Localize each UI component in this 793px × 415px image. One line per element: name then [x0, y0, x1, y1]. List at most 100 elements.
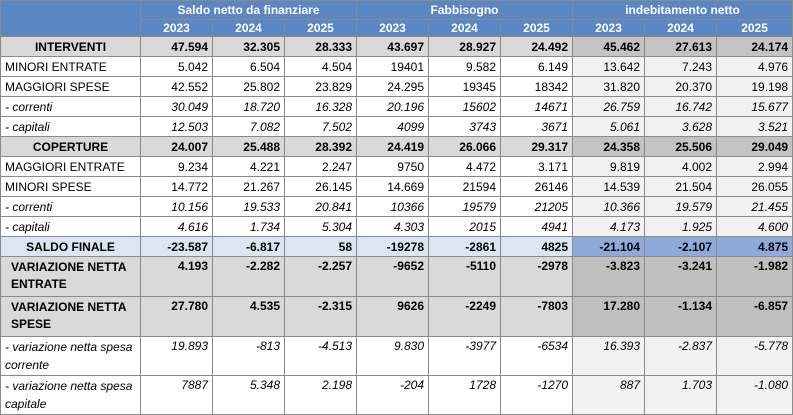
value-cell: 4941	[499, 216, 574, 237]
value-cell: 3743	[428, 116, 501, 137]
value-cell: 42.552	[140, 76, 213, 97]
value-cell: 19579	[428, 196, 501, 217]
row-label: MINORI ENTRATE	[0, 56, 141, 77]
table-row: - capitali 12.503 7.082 7.502 4099 3743 3671 5.…	[0, 116, 793, 137]
value-cell: 3.628	[644, 116, 718, 137]
table-row: MAGGIORI ENTRATE 9.234 4.221 2.247 9750 4.472…	[0, 156, 793, 177]
value-cell: 4.173	[572, 216, 646, 237]
value-cell: 16.393	[572, 336, 646, 376]
value-cell: -1270	[499, 375, 574, 415]
value-cell: 19401	[356, 56, 429, 77]
value-cell: 4.193	[140, 256, 213, 297]
value-cell: 10366	[356, 196, 429, 217]
value-cell: 4.600	[716, 216, 793, 237]
value-cell: 24.419	[356, 136, 429, 157]
value-cell: 9.582	[428, 56, 501, 77]
value-cell: 45.462	[572, 36, 646, 57]
group-header-indebitamento: indebitamento netto	[572, 0, 793, 20]
value-cell: -1.982	[716, 256, 793, 297]
table-row: - correnti 10.156 19.533 20.841 10366 19579 21…	[0, 196, 793, 217]
value-cell: -2.282	[212, 256, 285, 297]
value-cell: -2249	[428, 296, 501, 337]
table-row: COPERTURE 24.007 25.488 28.392 24.419 26.066 2…	[0, 136, 793, 157]
year-header: 2025	[499, 19, 574, 37]
value-cell: 25.802	[212, 76, 285, 97]
value-cell: -4.513	[284, 336, 357, 376]
value-cell: 9.234	[140, 156, 213, 177]
value-cell: 7.243	[644, 56, 718, 77]
value-cell: -2.315	[284, 296, 357, 337]
value-cell: 4099	[356, 116, 429, 137]
value-cell: 18.720	[212, 96, 285, 117]
row-label: COPERTURE	[0, 136, 141, 157]
value-cell: 5.304	[284, 216, 357, 237]
value-cell: 4.504	[284, 56, 357, 77]
value-cell: 20.196	[356, 96, 429, 117]
value-cell: -3977	[428, 336, 501, 376]
value-cell: 7.082	[212, 116, 285, 137]
value-cell: 9.830	[356, 336, 429, 376]
value-cell: 3.521	[716, 116, 793, 137]
table-row: - capitali 4.616 1.734 5.304 4.303 2015 4941 4.…	[0, 216, 793, 237]
table-row: MINORI ENTRATE 5.042 6.504 4.504 19401 9.582 6…	[0, 56, 793, 77]
value-cell: 24.174	[716, 36, 793, 57]
value-cell: 4.616	[140, 216, 213, 237]
value-cell: 19.893	[140, 336, 213, 376]
value-cell: -2978	[499, 256, 574, 297]
value-cell: -19278	[356, 236, 429, 257]
value-cell: 4.002	[644, 156, 718, 177]
value-cell: 2015	[428, 216, 501, 237]
value-cell: -6534	[499, 336, 574, 376]
value-cell: -2.837	[644, 336, 718, 376]
year-header-row: 2023 2024 2025 2023 2024 2025 2023 2024 …	[1, 19, 793, 37]
value-cell: 2.198	[284, 375, 357, 415]
row-label: VARIAZIONE NETTA SPESE	[0, 296, 141, 337]
value-cell: -5110	[428, 256, 501, 297]
value-cell: -5.778	[716, 336, 793, 376]
row-label: VARIAZIONE NETTA ENTRATE	[0, 256, 141, 297]
value-cell: 18342	[499, 76, 574, 97]
value-cell: 9626	[356, 296, 429, 337]
group-header-saldo-netto: Saldo netto da finanziare	[140, 0, 357, 20]
value-cell: 4.976	[716, 56, 793, 77]
table-row: - variazione netta spesa corrente 19.893 -…	[0, 336, 793, 376]
value-cell: -21.104	[572, 236, 646, 257]
value-cell: 21594	[428, 176, 501, 197]
value-cell: 1.734	[212, 216, 285, 237]
value-cell: 19.579	[644, 196, 718, 217]
value-cell: 14.772	[140, 176, 213, 197]
value-cell: 24.358	[572, 136, 646, 157]
table-row: MAGGIORI SPESE 42.552 25.802 23.829 24.295 19…	[0, 76, 793, 97]
table-row: SALDO FINALE -23.587 -6.817 58 -19278 -2861 48…	[0, 236, 793, 257]
value-cell: 19.198	[716, 76, 793, 97]
value-cell: 5.061	[572, 116, 646, 137]
value-cell: 4825	[499, 236, 574, 257]
value-cell: 20.370	[644, 76, 718, 97]
value-cell: 27.613	[644, 36, 718, 57]
year-header: 2024	[428, 19, 501, 37]
row-label: SALDO FINALE	[0, 236, 141, 257]
value-cell: 19.533	[212, 196, 285, 217]
value-cell: 24.295	[356, 76, 429, 97]
value-cell: -204	[356, 375, 429, 415]
value-cell: 13.642	[572, 56, 646, 77]
year-header: 2025	[284, 19, 357, 37]
value-cell: -3.823	[572, 256, 646, 297]
value-cell: -23.587	[140, 236, 213, 257]
value-cell: 15602	[428, 96, 501, 117]
row-label: - variazione netta spesa corrente	[0, 336, 141, 376]
row-label: MINORI SPESE	[0, 176, 141, 197]
value-cell: 16.742	[644, 96, 718, 117]
year-header: 2024	[212, 19, 285, 37]
value-cell: 5.348	[212, 375, 285, 415]
value-cell: 28.392	[284, 136, 357, 157]
value-cell: 26146	[499, 176, 574, 197]
value-cell: 29.049	[716, 136, 793, 157]
value-cell: 43.697	[356, 36, 429, 57]
value-cell: 26.066	[428, 136, 501, 157]
value-cell: 47.594	[140, 36, 213, 57]
value-cell: -2861	[428, 236, 501, 257]
value-cell: 7887	[140, 375, 213, 415]
row-label: - capitali	[0, 116, 141, 137]
value-cell: 4.303	[356, 216, 429, 237]
